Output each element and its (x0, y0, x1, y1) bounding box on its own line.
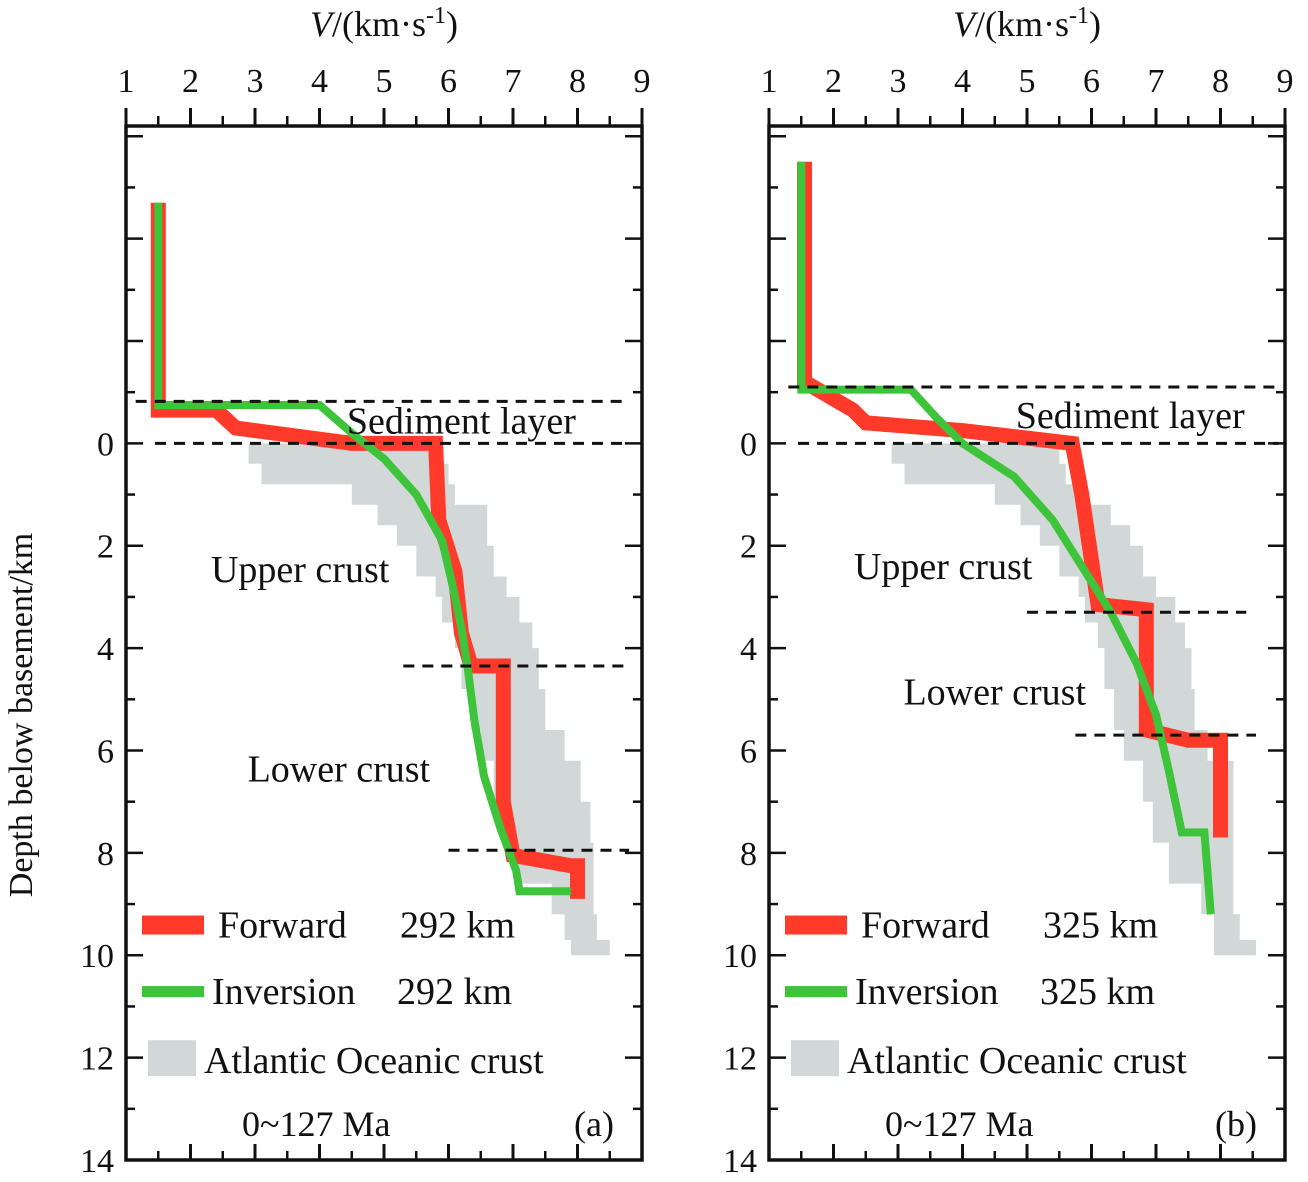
y-tick-label: 8 (740, 836, 757, 873)
x-tick-label: 3 (890, 63, 907, 100)
x-tick-label: 6 (440, 63, 457, 100)
inversion-velocity-line (797, 161, 1215, 915)
x-tick-label: 3 (247, 63, 264, 100)
x-tick-label: 6 (1083, 63, 1100, 100)
x-tick-label: 8 (1212, 63, 1229, 100)
legend-inversion-swatch (785, 986, 847, 998)
x-tick-label: 2 (182, 63, 199, 100)
y-tick-label: 12 (723, 1041, 757, 1078)
y-tick-label: 14 (723, 1143, 757, 1180)
y-tick-label: 0 (97, 426, 114, 463)
layer-label: Upper crust (211, 549, 390, 591)
legend-forward-label: Forward (218, 905, 347, 947)
y-tick-label: 4 (740, 631, 757, 668)
legend-forward-label: Forward (861, 905, 990, 947)
y-tick-label: 6 (740, 733, 757, 770)
plot-area (797, 161, 1256, 956)
legend-atlantic-label: Atlantic Oceanic crust (847, 1040, 1187, 1082)
legend-inversion-swatch (142, 986, 204, 998)
atlantic-reference-band (248, 443, 610, 956)
x-axis-label: V/(km·s-1) (953, 3, 1101, 44)
x-tick-label: 1 (761, 63, 778, 100)
legend-inversion-label: Inversion (212, 971, 356, 1013)
x-axis-label: V/(km·s-1) (310, 3, 458, 44)
legend-atlantic-swatch (791, 1040, 839, 1077)
x-tick-label: 4 (954, 63, 971, 100)
legend-forward-value: 292 km (400, 905, 515, 947)
x-tick-label: 5 (376, 63, 393, 100)
x-tick-label: 1 (118, 63, 135, 100)
legend-atlantic-label: Atlantic Oceanic crust (204, 1040, 544, 1082)
x-tick-label: 9 (634, 63, 651, 100)
plot-frame (767, 124, 1287, 1162)
layer-label: Lower crust (903, 672, 1086, 714)
layer-label: Sediment layer (1016, 395, 1245, 437)
y-axis-label: Depth below basement/km (3, 533, 40, 897)
x-tick-label: 2 (825, 63, 842, 100)
legend-inversion-value: 292 km (397, 971, 512, 1013)
layer-label: Lower crust (248, 748, 431, 790)
legend-atlantic-swatch (148, 1040, 196, 1077)
y-tick-label: 10 (723, 938, 757, 975)
panel-tag: (b) (1215, 1104, 1257, 1144)
y-tick-label: 2 (97, 529, 114, 566)
legend-forward-swatch (785, 915, 847, 935)
y-tick-label: 2 (740, 529, 757, 566)
layer-label: Sediment layer (347, 400, 576, 442)
y-tick-label: 0 (740, 426, 757, 463)
y-tick-label: 14 (80, 1143, 114, 1180)
x-tick-label: 4 (311, 63, 328, 100)
x-tick-label: 5 (1019, 63, 1036, 100)
y-tick-label: 8 (97, 836, 114, 873)
forward-velocity-line (797, 161, 1228, 838)
legend-inversion-label: Inversion (855, 971, 999, 1013)
legend-forward-value: 325 km (1043, 905, 1158, 947)
legend-inversion-value: 325 km (1040, 971, 1155, 1013)
x-tick-label: 9 (1277, 63, 1294, 100)
x-tick-label: 7 (505, 63, 522, 100)
x-tick-label: 8 (569, 63, 586, 100)
y-tick-label: 6 (97, 733, 114, 770)
plot-frame (124, 124, 644, 1162)
legend-forward-swatch (142, 915, 204, 935)
x-tick-label: 7 (1148, 63, 1165, 100)
age-range-text: 0~127 Ma (885, 1104, 1033, 1144)
layer-label: Upper crust (854, 546, 1033, 588)
atlantic-reference-band (891, 443, 1256, 956)
y-tick-label: 4 (97, 631, 114, 668)
age-range-text: 0~127 Ma (242, 1104, 390, 1144)
y-tick-label: 10 (80, 938, 114, 975)
panel-tag: (a) (574, 1104, 614, 1144)
y-tick-label: 12 (80, 1041, 114, 1078)
